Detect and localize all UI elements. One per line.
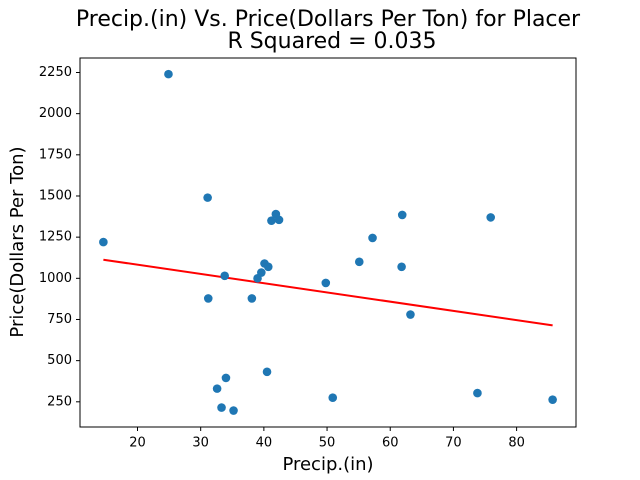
y-axis-ticks: 250 500 750 1000 1250 1500 1750 2000 2250 (39, 65, 80, 409)
x-tick-label: 20 (129, 436, 146, 451)
data-point (397, 210, 407, 220)
data-point (354, 257, 364, 267)
x-tick-label: 40 (256, 436, 273, 451)
y-tick-label: 1500 (39, 188, 72, 203)
data-point (257, 268, 266, 277)
data-point (548, 395, 557, 404)
data-point (221, 373, 231, 383)
data-point (212, 384, 222, 393)
y-tick-label: 500 (47, 353, 72, 368)
chart-subtitle: R Squared = 0.035 (227, 29, 436, 54)
data-point (274, 215, 284, 225)
data-point (164, 69, 173, 79)
data-point (406, 310, 415, 319)
x-tick-label: 30 (192, 436, 209, 451)
y-tick-label: 2000 (39, 106, 72, 121)
plot-area-frame (79, 57, 577, 428)
data-point (217, 403, 226, 412)
data-point (247, 294, 257, 303)
data-point (368, 233, 377, 243)
y-tick-label: 1000 (39, 271, 72, 286)
regression-line (103, 258, 553, 327)
x-tick-label: 70 (445, 436, 462, 451)
data-point (263, 262, 273, 272)
x-axis-ticks: 20 30 40 50 60 70 80 (129, 427, 525, 451)
data-point (262, 367, 272, 377)
x-tick-label: 80 (508, 436, 525, 451)
chart-title: Precip.(in) Vs. Price(Dollars Per Ton) f… (76, 7, 581, 32)
data-point (397, 262, 406, 272)
data-point (203, 294, 213, 303)
y-axis-label: Price(Dollars Per Ton) (7, 146, 28, 337)
y-tick-label: 250 (47, 394, 72, 409)
data-point (328, 393, 338, 402)
data-point (486, 213, 496, 222)
x-axis-label: Precip.(in) (282, 454, 373, 475)
x-tick-label: 60 (382, 436, 399, 451)
y-tick-label: 2250 (39, 65, 72, 80)
x-tick-label: 50 (319, 436, 336, 451)
data-point (321, 278, 331, 288)
data-point (267, 216, 276, 225)
data-point (220, 271, 229, 281)
y-tick-label: 1250 (39, 230, 72, 245)
data-point (99, 237, 108, 247)
regression-line-layer (103, 258, 553, 327)
data-point (473, 388, 482, 398)
data-point (203, 193, 212, 202)
data-points-layer (99, 69, 557, 415)
y-tick-label: 750 (47, 312, 72, 327)
y-tick-label: 1750 (39, 147, 72, 162)
data-point (229, 406, 238, 415)
